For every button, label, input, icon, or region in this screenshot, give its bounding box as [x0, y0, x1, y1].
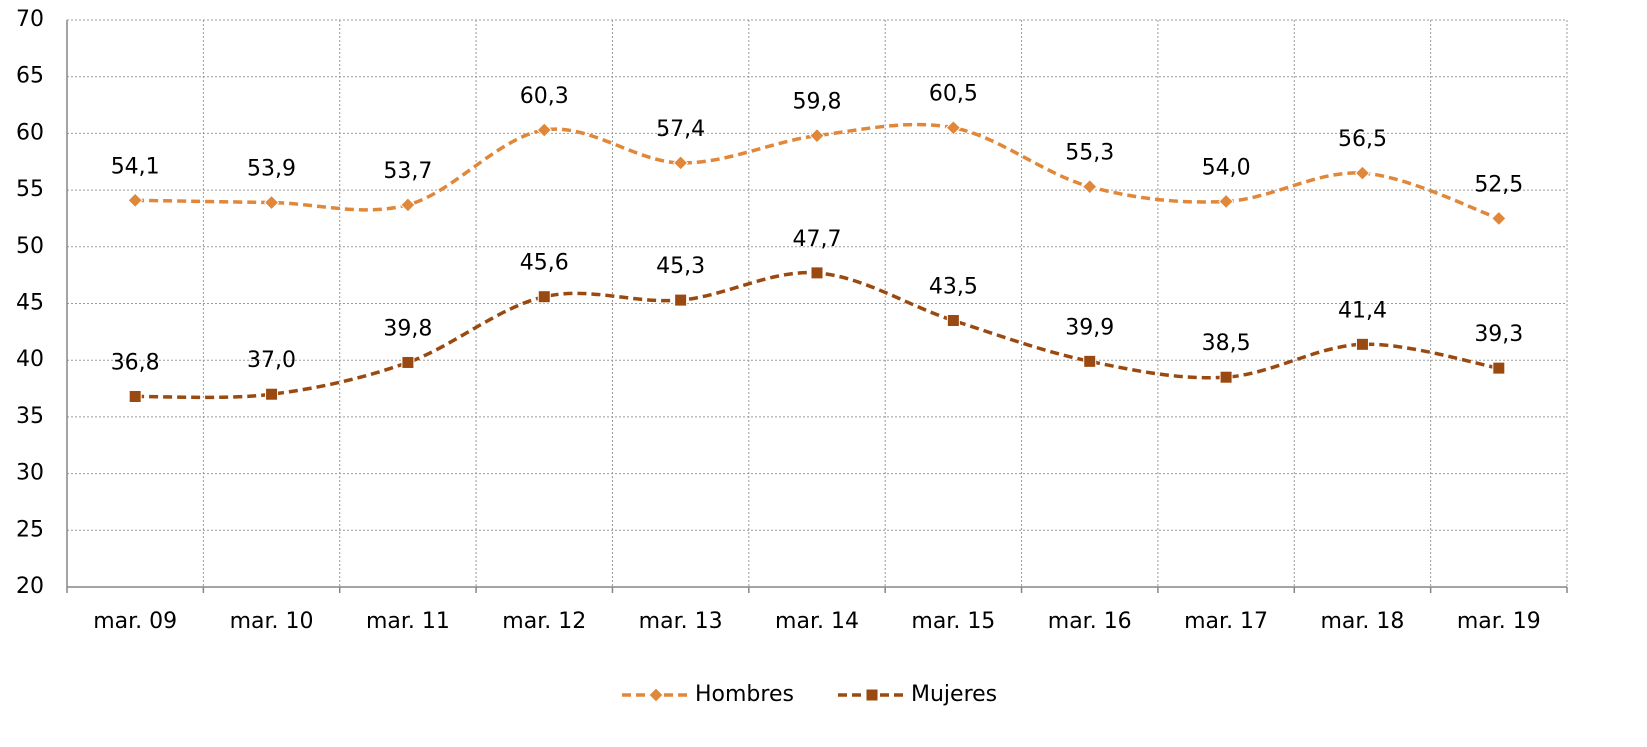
marker	[946, 314, 960, 328]
marker	[672, 155, 689, 171]
x-tick-label: mar. 18	[1320, 609, 1404, 634]
x-tick-label: mar. 13	[639, 609, 723, 634]
marker	[536, 122, 552, 138]
legend-label: Mujeres	[911, 682, 997, 707]
y-tick-label: 20	[16, 574, 44, 599]
marker	[537, 290, 551, 304]
data-label: 55,3	[1065, 141, 1114, 166]
y-tick-label: 25	[16, 517, 44, 542]
marker	[128, 389, 142, 403]
marker	[674, 293, 688, 307]
marker	[810, 266, 824, 280]
y-tick-label: 35	[16, 404, 44, 429]
y-tick-label: 55	[16, 177, 44, 202]
marker	[127, 192, 143, 209]
series-line	[135, 122, 1500, 221]
marker	[809, 127, 825, 144]
y-tick-label: 65	[16, 64, 44, 89]
marker	[648, 687, 664, 703]
x-tick-label: mar. 19	[1457, 609, 1541, 634]
data-label: 39,9	[1065, 315, 1114, 340]
data-label: 57,4	[656, 117, 705, 142]
data-label: 38,5	[1202, 331, 1251, 356]
y-tick-label: 30	[16, 461, 44, 486]
y-tick-label: 60	[16, 120, 44, 145]
y-tick-label: 45	[16, 291, 44, 316]
marker	[401, 355, 415, 369]
marker	[265, 387, 279, 401]
x-tick-label: mar. 17	[1184, 609, 1268, 634]
marker	[1354, 165, 1371, 181]
data-label: 36,8	[111, 350, 160, 375]
marker	[865, 688, 879, 702]
data-label: 47,7	[793, 227, 842, 252]
y-tick-label: 40	[16, 347, 44, 372]
data-label: 56,5	[1338, 127, 1387, 152]
data-label: 39,8	[383, 316, 432, 341]
y-tick-label: 70	[16, 7, 44, 32]
data-label: 54,1	[111, 154, 160, 179]
x-tick-label: mar. 15	[911, 609, 995, 634]
x-tick-label: mar. 16	[1048, 609, 1132, 634]
marker	[1355, 337, 1369, 351]
data-label: 45,6	[520, 251, 569, 276]
marker	[1492, 361, 1506, 375]
data-label: 53,9	[247, 157, 296, 182]
data-label: 39,3	[1474, 322, 1523, 347]
data-label: 60,3	[520, 84, 569, 109]
y-tick-label: 50	[16, 234, 44, 259]
marker	[1491, 210, 1507, 227]
x-tick-label: mar. 10	[230, 609, 314, 634]
marker	[1082, 178, 1098, 195]
marker	[1219, 370, 1233, 384]
x-tick-label: mar. 09	[93, 609, 177, 634]
data-label: 52,5	[1474, 172, 1523, 197]
x-tick-label: mar. 11	[366, 609, 450, 634]
x-tick-label: mar. 12	[502, 609, 586, 634]
data-label: 59,8	[793, 90, 842, 115]
marker	[400, 197, 416, 213]
data-label: 60,5	[929, 82, 978, 107]
data-label: 41,4	[1338, 298, 1387, 323]
marker	[945, 120, 962, 136]
data-label: 43,5	[929, 275, 978, 300]
data-label: 45,3	[656, 254, 705, 279]
series-line	[135, 270, 1500, 400]
data-label: 37,0	[247, 348, 296, 373]
marker	[263, 194, 280, 211]
data-label: 53,7	[383, 159, 432, 184]
x-tick-label: mar. 14	[775, 609, 859, 634]
data-label: 54,0	[1202, 155, 1251, 180]
marker	[1218, 193, 1234, 210]
legend-label: Hombres	[695, 682, 794, 707]
marker	[1083, 354, 1097, 368]
